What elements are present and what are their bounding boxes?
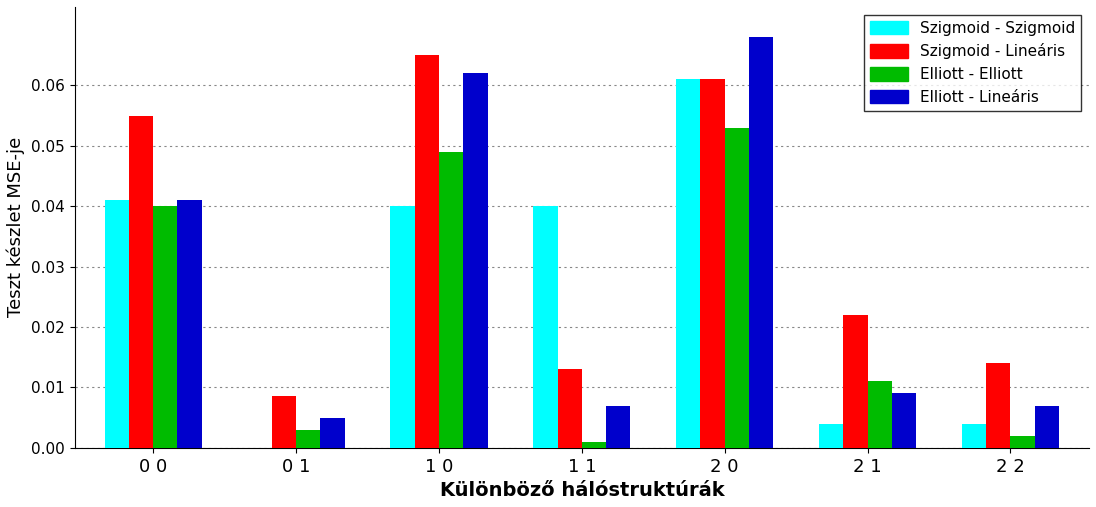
- Bar: [819, 424, 843, 448]
- Bar: [962, 424, 986, 448]
- Bar: [1035, 406, 1059, 448]
- Bar: [438, 152, 464, 448]
- Bar: [178, 200, 202, 448]
- Bar: [534, 206, 558, 448]
- Bar: [464, 74, 488, 448]
- Bar: [724, 128, 749, 448]
- Bar: [986, 363, 1011, 448]
- Legend: Szigmoid - Szigmoid, Szigmoid - Lineáris, Elliott - Elliott, Elliott - Lineáris: Szigmoid - Szigmoid, Szigmoid - Lineáris…: [864, 15, 1082, 111]
- Bar: [582, 442, 606, 448]
- Y-axis label: Teszt készlet MSE-je: Teszt készlet MSE-je: [7, 137, 25, 317]
- Bar: [1011, 436, 1035, 448]
- Bar: [272, 396, 296, 448]
- Bar: [892, 393, 916, 448]
- Bar: [296, 429, 320, 448]
- Bar: [129, 116, 153, 448]
- Bar: [104, 200, 129, 448]
- Bar: [558, 369, 582, 448]
- Bar: [606, 406, 630, 448]
- Bar: [676, 80, 700, 448]
- Bar: [749, 37, 774, 448]
- Bar: [843, 315, 868, 448]
- Bar: [868, 381, 892, 448]
- Bar: [153, 206, 178, 448]
- Bar: [390, 206, 414, 448]
- Bar: [700, 80, 724, 448]
- X-axis label: Különböző hálóstruktúrák: Különböző hálóstruktúrák: [439, 481, 724, 500]
- Bar: [320, 418, 344, 448]
- Bar: [414, 55, 438, 448]
